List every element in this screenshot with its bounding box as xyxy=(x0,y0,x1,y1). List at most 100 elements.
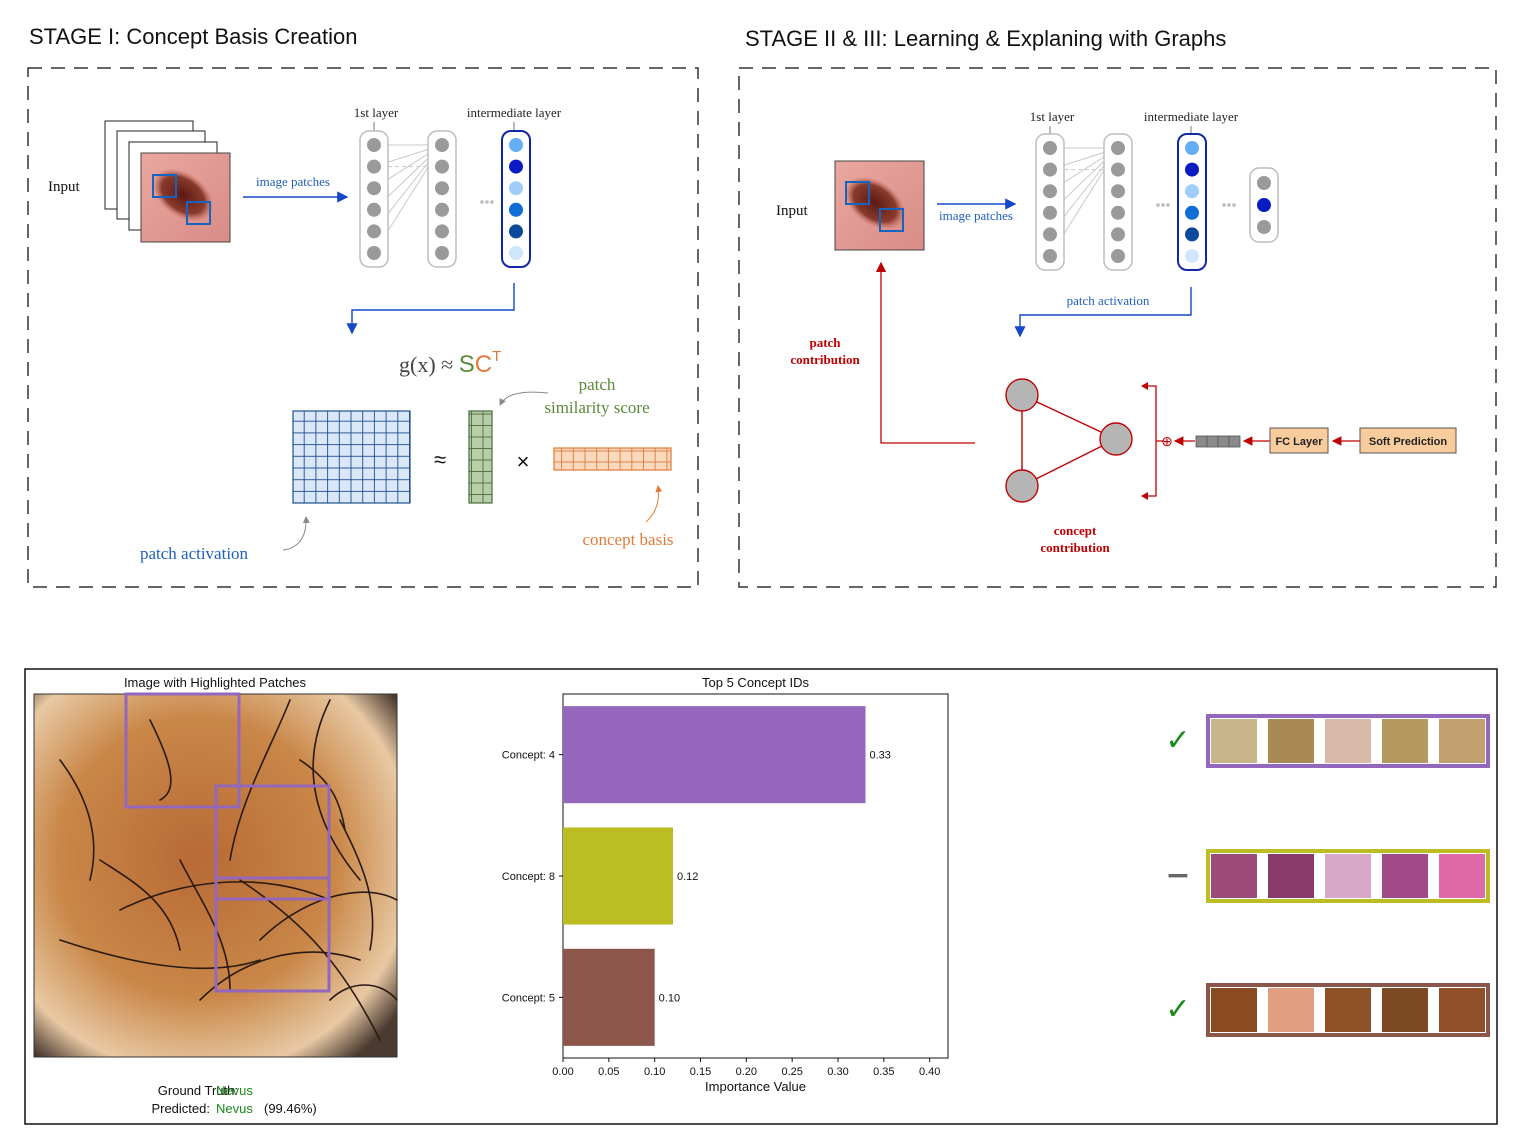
neuron xyxy=(1257,198,1271,212)
intermediate-layer-column xyxy=(1177,133,1207,271)
ellipsis-dot xyxy=(1161,203,1165,207)
bar-concept-2 xyxy=(563,948,655,1046)
similarity-pointer-arrow xyxy=(499,391,549,406)
hair-stroke xyxy=(329,984,398,1001)
neuron xyxy=(1257,220,1271,234)
neuron xyxy=(367,138,381,152)
graph-node xyxy=(1005,469,1039,503)
concept-example-strips: ✓ − ✓ xyxy=(1165,714,1490,1037)
patch-similarity-label-line1: patch xyxy=(579,375,616,394)
stage2-input-image xyxy=(834,160,925,251)
stage1-image-patches-label: image patches xyxy=(256,174,330,189)
bar-value-label: 0.10 xyxy=(659,992,680,1004)
patch-contribution-arrow xyxy=(875,261,975,444)
patch-activation-label: patch activation xyxy=(140,544,249,563)
hair-stroke xyxy=(239,879,381,1041)
x-tick-label: 0.35 xyxy=(873,1066,894,1078)
neuron xyxy=(435,138,449,152)
minus-mark-icon: − xyxy=(1165,858,1190,893)
hair-stroke xyxy=(119,881,331,911)
x-axis-label: Importance Value xyxy=(705,1079,806,1094)
activation-neuron xyxy=(509,246,523,260)
approx-symbol: ≈ xyxy=(434,447,446,472)
second-layer-column xyxy=(427,130,457,268)
neuron xyxy=(1043,227,1057,242)
second-layer-column xyxy=(1103,133,1133,271)
sum-pool-symbol: ⊕ xyxy=(1161,433,1173,449)
stage1-input-stack xyxy=(104,120,231,243)
stage1-intermediate-layer-label: intermediate layer xyxy=(467,105,562,120)
bar-value-label: 0.33 xyxy=(870,750,891,762)
activation-neuron xyxy=(1185,141,1199,155)
x-tick-label: 0.20 xyxy=(736,1066,757,1078)
neuron xyxy=(1043,184,1057,199)
stage1-down-arrow xyxy=(346,283,515,335)
neuron xyxy=(435,202,449,217)
stage1-panel: STAGE I: Concept Basis Creation Input im… xyxy=(27,24,699,588)
graph-embedding-vector xyxy=(1195,435,1241,448)
stage2-panel: STAGE II & III: Learning & Explaning wit… xyxy=(738,26,1497,588)
graph-node xyxy=(1099,422,1133,456)
patch-contribution-label-line1: patch xyxy=(809,335,841,350)
neuron xyxy=(1111,227,1125,242)
stage2-image-patches-label: image patches xyxy=(939,208,1013,223)
hair-stroke xyxy=(179,859,231,991)
concept-example-tile xyxy=(1211,988,1257,1032)
neuron xyxy=(1043,249,1057,263)
x-tick-label: 0.05 xyxy=(598,1066,619,1078)
concept-example-tile xyxy=(1211,854,1257,898)
ground-truth-value: Nevus xyxy=(216,1083,253,1098)
y-tick-label: Concept: 5 xyxy=(502,992,555,1004)
dermoscopy-image xyxy=(33,692,398,1058)
concept-example-tile xyxy=(1268,719,1314,763)
embedding-cell xyxy=(1217,435,1230,448)
hair-stroke xyxy=(339,819,374,951)
neuron xyxy=(1111,205,1125,220)
stage2-network xyxy=(1035,133,1279,271)
hair-stroke xyxy=(299,759,346,831)
predicted-confidence: (99.46%) xyxy=(264,1101,317,1116)
highlighted-patch-box xyxy=(214,784,331,901)
neuron xyxy=(367,181,381,196)
chart-title: Top 5 Concept IDs xyxy=(702,675,809,690)
activation-neuron xyxy=(1185,162,1199,177)
concept-example-tile xyxy=(1325,719,1371,763)
first-layer-column xyxy=(359,130,389,268)
neuron xyxy=(435,246,449,260)
readout-bracket xyxy=(1143,385,1164,497)
patch-contribution-label-line2: contribution xyxy=(790,352,860,367)
activation-neuron xyxy=(1185,227,1199,242)
stage2-title: STAGE II & III: Learning & Explaning wit… xyxy=(745,26,1226,51)
graph-edge xyxy=(1021,394,1117,440)
ellipsis-dot xyxy=(1227,203,1231,207)
predicted-value: Nevus xyxy=(216,1101,253,1116)
neuron xyxy=(1257,176,1271,190)
patch-activation-matrix xyxy=(292,410,411,504)
check-mark-icon: ✓ xyxy=(1165,723,1190,758)
stage2-dashed-border xyxy=(738,67,1497,588)
first-layer-column xyxy=(1035,133,1065,271)
graph-node xyxy=(1005,378,1039,412)
activation-neuron xyxy=(509,202,523,217)
ellipsis-dot xyxy=(1156,203,1160,207)
ellipsis-dot xyxy=(1166,203,1170,207)
activation-neuron xyxy=(1185,184,1199,199)
stage2-intermediate-layer-label: intermediate layer xyxy=(1144,109,1239,124)
neuron xyxy=(1111,249,1125,263)
result-panel: Image with Highlighted Patches Ground Tr… xyxy=(24,668,1498,1125)
concept-basis-label: concept basis xyxy=(582,530,673,549)
concept-contribution-label-line1: concept xyxy=(1054,523,1097,538)
basis-pointer-arrow xyxy=(645,485,663,523)
neuron xyxy=(1111,184,1125,199)
x-tick-label: 0.10 xyxy=(644,1066,665,1078)
ellipsis-dot xyxy=(485,200,489,204)
embedding-cell xyxy=(1206,435,1219,448)
hair-stroke xyxy=(59,759,95,881)
stage1-input-label: Input xyxy=(48,179,80,195)
concept-example-tile xyxy=(1382,988,1428,1032)
embedding-cell xyxy=(1228,435,1241,448)
hair-stroke xyxy=(99,859,181,951)
concept-example-tile xyxy=(1325,854,1371,898)
concept-importance-chart: Top 5 Concept IDs 0.33 Concept: 4 0.12 Conce… xyxy=(502,675,949,1094)
activation-neuron xyxy=(1185,205,1199,220)
